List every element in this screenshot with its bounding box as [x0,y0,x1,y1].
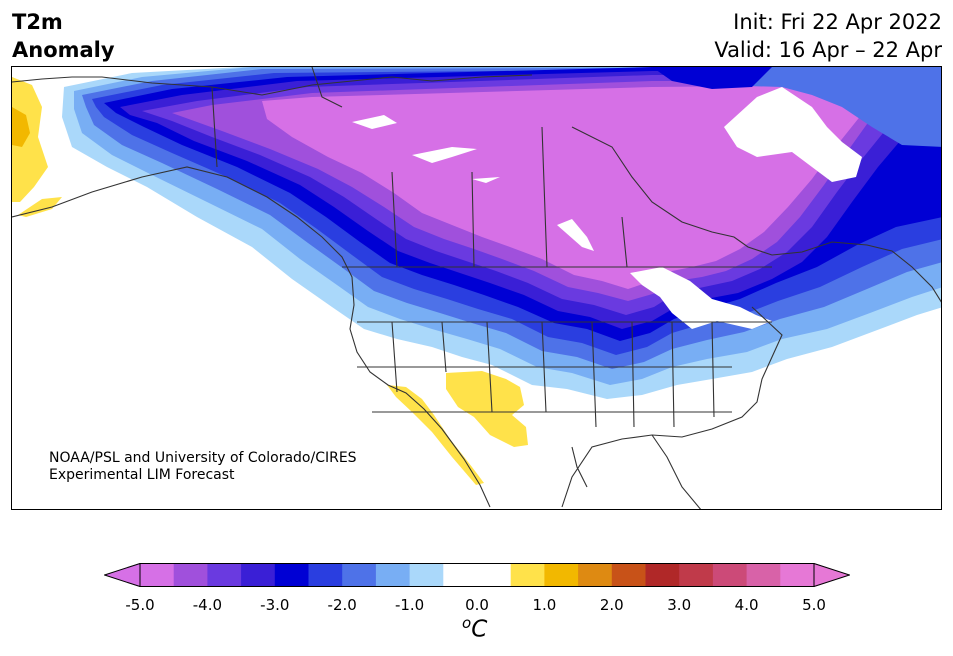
colorbar-cell [342,563,377,587]
colorbar-ticks: -5.0 -4.0 -3.0 -2.0 -1.0 0.0 1.0 2.0 3.0 4.0 5.0 [0,596,953,616]
colorbar-cell [510,563,545,587]
colorbar-tick-label: 5.0 [802,596,826,614]
colorbar-cell [274,563,309,587]
colorbar-cell [173,563,208,587]
colorbar-cell [308,563,343,587]
colorbar-tick-label: 4.0 [734,596,759,614]
anomaly-map [12,67,941,509]
colorbar-over-triangle [814,563,850,587]
colorbar-outline [139,563,815,587]
contour-greenland-1 [652,67,941,147]
colorbar-under-triangle [104,563,140,587]
credit-text: NOAA/PSL and University of Colorado/CIRE… [49,450,357,484]
colorbar-unit-label: oC [462,614,487,643]
great-lakes [630,267,772,329]
lake-great-slave [412,147,477,163]
lake-winnipeg [557,219,594,251]
colorbar-cell [578,563,613,587]
contour-warm-alaska-south [18,197,62,217]
colorbar-tick-label: 3.0 [667,596,692,614]
map-title: T2m Anomaly [12,8,115,64]
colorbar-cell [241,563,276,587]
title-line-1: T2m [12,10,63,34]
valid-range: Valid: 16 Apr – 22 Apr [714,38,942,62]
unit-base: C [471,616,488,643]
colorbar-tick-label: -2.0 [327,596,357,614]
colorbar-cell [780,563,815,587]
init-date: Init: Fri 22 Apr 2022 [733,10,942,34]
colorbar-tick-label: 2.0 [599,596,624,614]
colorbar-cell [746,563,781,587]
contour-warm-alaska [12,77,48,202]
lake-athabasca [472,177,500,183]
contour-warm2-alaska [12,107,30,147]
contour-warm-baja [387,385,484,485]
contour-greenland-2 [652,67,772,89]
colorbar-cell [544,563,579,587]
title-line-2: Anomaly [12,38,115,62]
state-borders [211,86,772,428]
colorbar [104,563,850,587]
colorbar-cells [140,563,815,587]
forecast-dates: Init: Fri 22 Apr 2022 Valid: 16 Apr – 22… [714,8,942,64]
colorbar-tick-label: -5.0 [125,596,155,614]
colorbar-tick-label: -4.0 [192,596,223,614]
colorbar-cell [207,563,242,587]
colorbar-tick-label: -1.0 [394,596,425,614]
credit-line-1: NOAA/PSL and University of Colorado/CIRE… [49,450,357,466]
colorbar-triangle-outline-right [813,563,850,587]
colorbar-tick-label: -3.0 [260,596,290,614]
colorbar-cell [375,563,411,587]
colorbar-cell [140,563,175,587]
colorbar-cell [712,563,748,587]
credit-line-2: Experimental LIM Forecast [49,467,235,483]
colorbar-triangle-outline [104,563,141,587]
contour-warm-southwest [446,371,528,447]
unit-superscript: o [462,614,472,632]
colorbar-cell [645,563,680,587]
contour-minus-5 [262,85,882,289]
colorbar-tick-label: 1.0 [532,596,557,614]
colorbar-cell [611,563,646,587]
colorbar-tick-label: 0.0 [465,596,489,614]
map-panel [11,66,942,510]
coastline [12,67,941,509]
colorbar-cell [409,563,444,587]
colorbar-cell [443,563,512,587]
colorbar-cell [679,563,714,587]
greenland-land [724,87,862,182]
lake-great-bear [352,115,397,129]
